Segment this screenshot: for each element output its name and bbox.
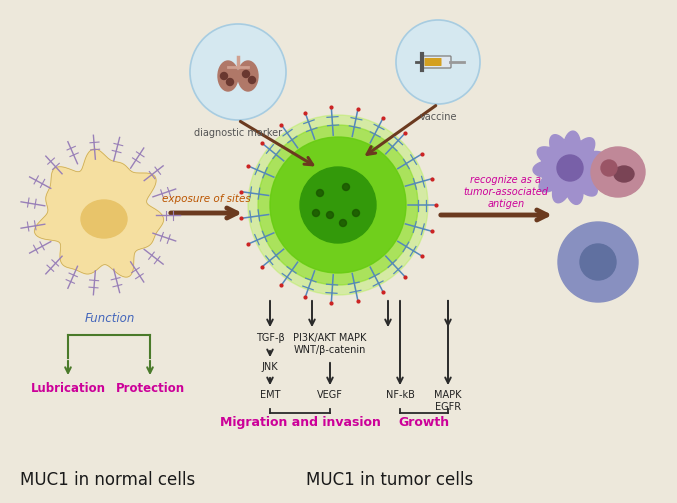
Ellipse shape <box>591 147 645 197</box>
Circle shape <box>580 244 616 280</box>
Text: Lubrication: Lubrication <box>30 382 106 395</box>
Circle shape <box>270 137 406 273</box>
Circle shape <box>242 70 250 77</box>
Text: MAPK
EGFR: MAPK EGFR <box>434 390 462 412</box>
Circle shape <box>557 155 583 181</box>
Ellipse shape <box>218 61 238 91</box>
Circle shape <box>339 219 347 226</box>
Polygon shape <box>35 149 164 277</box>
Text: TGF-β: TGF-β <box>256 333 284 343</box>
Circle shape <box>353 210 359 216</box>
Ellipse shape <box>81 200 127 238</box>
Text: vaccine: vaccine <box>419 112 457 122</box>
Text: Protection: Protection <box>116 382 185 395</box>
Text: NF-kB: NF-kB <box>386 390 414 400</box>
Circle shape <box>221 72 227 79</box>
FancyBboxPatch shape <box>424 58 441 66</box>
Circle shape <box>317 190 324 197</box>
Circle shape <box>258 125 418 285</box>
Circle shape <box>190 24 286 120</box>
Text: Migration and invasion: Migration and invasion <box>219 416 380 429</box>
Circle shape <box>343 184 349 191</box>
Text: exposure of sites: exposure of sites <box>162 194 250 204</box>
Text: diagnostic marker: diagnostic marker <box>194 128 282 138</box>
Circle shape <box>300 167 376 243</box>
Text: EMT: EMT <box>260 390 280 400</box>
Circle shape <box>313 210 320 216</box>
Circle shape <box>248 115 428 295</box>
Text: JNK: JNK <box>262 362 278 372</box>
Text: recognize as a
tumor-associated
antigen: recognize as a tumor-associated antigen <box>464 176 548 209</box>
Circle shape <box>396 20 480 104</box>
Ellipse shape <box>238 61 258 91</box>
Text: VEGF: VEGF <box>317 390 343 400</box>
Text: PI3K/AKT MAPK
WNT/β-catenin: PI3K/AKT MAPK WNT/β-catenin <box>293 333 367 356</box>
FancyBboxPatch shape <box>421 56 451 68</box>
Text: Growth: Growth <box>399 416 450 429</box>
Text: Function: Function <box>85 311 135 324</box>
Polygon shape <box>533 131 606 204</box>
Circle shape <box>558 222 638 302</box>
Text: MUC1 in tumor cells: MUC1 in tumor cells <box>307 471 474 489</box>
Text: MUC1 in normal cells: MUC1 in normal cells <box>20 471 196 489</box>
Circle shape <box>248 76 255 83</box>
Circle shape <box>326 211 334 218</box>
Ellipse shape <box>614 166 634 182</box>
Circle shape <box>227 78 234 86</box>
Circle shape <box>601 160 617 176</box>
